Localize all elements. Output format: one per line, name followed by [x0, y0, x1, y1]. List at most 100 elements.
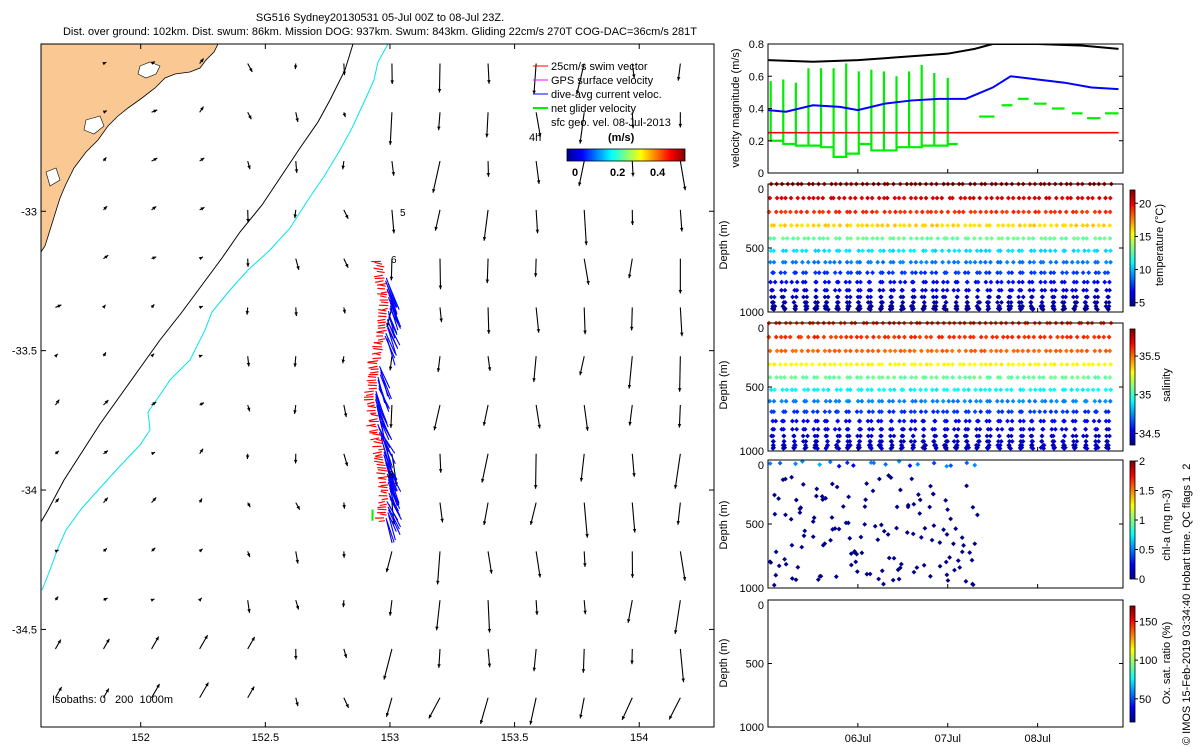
- panel-colorbar: [1129, 328, 1136, 446]
- profile-sample: [1104, 287, 1109, 293]
- profile-sample: [1060, 409, 1066, 415]
- profile-sample: [856, 248, 862, 254]
- profile-sample: [902, 209, 908, 215]
- header-line-1: SG516 Sydney20130531 05-Jul 00Z to 08-Ju…: [255, 12, 505, 24]
- profile-sample: [1083, 300, 1089, 305]
- profile-sample: [868, 287, 874, 293]
- profile-sample: [1006, 300, 1011, 305]
- profile-sample: [977, 195, 983, 201]
- geo-arrow-head: [293, 410, 297, 414]
- geo-arrow-head: [385, 568, 390, 573]
- profile-sample: [901, 195, 907, 201]
- profile-sample: [1106, 426, 1112, 432]
- profile-sample: [882, 334, 888, 340]
- profile-sample: [836, 195, 842, 201]
- chl-sample: [776, 496, 781, 501]
- profile-sample: [964, 294, 970, 300]
- profile-sample: [856, 439, 862, 444]
- geo-arrow-shaft: [535, 404, 541, 429]
- geo-arrow-shaft: [583, 502, 588, 538]
- profile-sample: [825, 426, 831, 432]
- profile-sample: [924, 362, 930, 367]
- profile-sample: [912, 348, 917, 354]
- profile-sample: [836, 375, 842, 380]
- profile-sample: [781, 418, 787, 424]
- profile-sample: [783, 195, 788, 201]
- profile-sample: [933, 248, 938, 254]
- profile-sample: [965, 300, 970, 305]
- profile-sample: [1011, 236, 1016, 241]
- profile-sample: [846, 287, 852, 293]
- profile-sample: [800, 439, 806, 444]
- profile-sample: [848, 259, 854, 265]
- profile-sample: [972, 259, 978, 265]
- chl-sample: [957, 565, 963, 570]
- geo-arrow-head: [153, 158, 158, 162]
- profile-sample: [831, 259, 837, 265]
- profile-sample: [1080, 387, 1086, 393]
- profile-sample: [912, 294, 917, 300]
- profile-sample: [953, 418, 959, 424]
- profile-sample: [869, 398, 875, 404]
- profile-sample: [827, 259, 833, 265]
- chl-sample: [945, 578, 951, 583]
- geo-arrow-head: [482, 421, 487, 426]
- profile-sample: [1069, 375, 1075, 380]
- geo-arrow-head: [583, 563, 587, 567]
- swim-vector: [376, 472, 386, 475]
- profile-sample: [896, 334, 902, 340]
- profile-sample: [1096, 223, 1102, 228]
- colorbar-tick-04: 0.4: [650, 167, 666, 179]
- profile-sample: [1029, 279, 1035, 285]
- profile-sample: [1081, 362, 1087, 367]
- profile-sample: [978, 409, 984, 415]
- profile-sample: [1093, 303, 1099, 309]
- profile-sample: [945, 439, 950, 444]
- profile-sample: [951, 287, 957, 293]
- profile-sample: [908, 248, 913, 254]
- profile-sample: [988, 279, 994, 285]
- swim-vector: [374, 352, 381, 356]
- profile-sample: [844, 300, 850, 305]
- profile-sample: [875, 418, 881, 424]
- geo-arrow-head: [391, 171, 396, 176]
- profile-sample: [1009, 409, 1015, 415]
- geo-arrow-head: [581, 669, 586, 673]
- chl-sample: [890, 577, 896, 583]
- legend-time-label: 4h: [529, 132, 541, 144]
- profile-sample: [1020, 270, 1025, 276]
- profile-sample: [918, 387, 923, 393]
- chl-sample: [772, 492, 777, 498]
- profile-sample: [857, 418, 863, 424]
- profile-sample: [936, 334, 942, 340]
- profile-sample: [888, 279, 893, 285]
- geo-arrow-head: [55, 498, 59, 503]
- chl-sample: [963, 578, 969, 584]
- profile-sample: [832, 426, 838, 432]
- profile-sample: [929, 270, 935, 276]
- profile-sample: [801, 418, 806, 424]
- profile-sample: [987, 248, 992, 254]
- profile-sample: [793, 303, 799, 309]
- profile-sample: [869, 223, 875, 228]
- profile-sample: [987, 375, 993, 380]
- geo-arrow-shaft: [433, 404, 441, 431]
- profile-sample: [947, 334, 952, 340]
- profile-sample: [815, 426, 821, 432]
- profile-sample: [879, 223, 885, 228]
- profile-sample: [975, 442, 981, 448]
- profile-sample: [771, 300, 776, 305]
- swim-vector: [374, 277, 385, 280]
- geo-arrow-head: [486, 330, 491, 334]
- profile-sample: [1074, 334, 1080, 340]
- profile-sample: [780, 236, 786, 241]
- profile-sample: [1028, 303, 1034, 309]
- profile-sample: [824, 287, 830, 293]
- geo-arrow-head: [435, 626, 439, 631]
- profile-sample: [887, 362, 893, 367]
- profile-sample: [773, 418, 779, 424]
- profile-sample: [1094, 287, 1100, 293]
- profile-sample: [879, 433, 884, 439]
- profile-sample: [803, 287, 809, 293]
- profile-sample: [837, 223, 843, 228]
